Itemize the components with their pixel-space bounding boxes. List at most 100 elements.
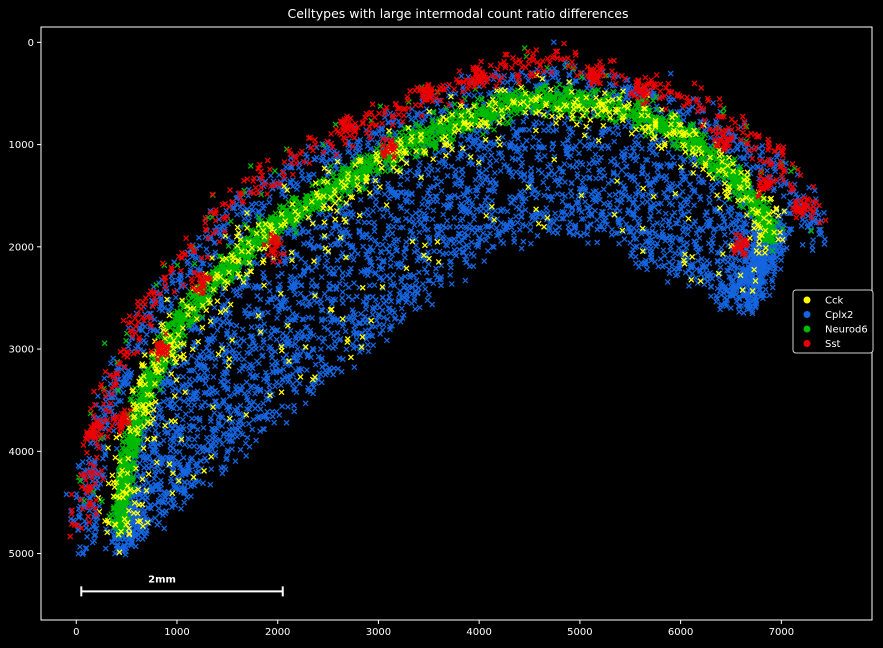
data-point (728, 229, 735, 236)
data-point (433, 265, 439, 272)
data-point (528, 165, 535, 172)
data-point (459, 171, 466, 178)
data-point (658, 173, 665, 180)
data-point (424, 297, 431, 304)
data-point (567, 188, 574, 194)
data-point (580, 174, 587, 181)
data-point (196, 443, 203, 450)
data-point (636, 215, 643, 222)
data-point (287, 273, 294, 280)
data-point (368, 262, 375, 269)
data-point (313, 299, 320, 306)
data-point (411, 248, 418, 255)
data-point (102, 545, 109, 552)
data-point (346, 269, 353, 276)
data-point (417, 221, 424, 227)
data-point (629, 144, 636, 151)
data-point (269, 413, 276, 420)
data-point (232, 458, 239, 465)
data-point (669, 154, 676, 161)
data-point (375, 313, 382, 320)
data-point (230, 287, 237, 294)
data-point (380, 213, 387, 220)
data-point (554, 230, 561, 237)
data-point (383, 337, 390, 344)
data-point (402, 215, 409, 222)
data-point (455, 194, 462, 201)
data-point (679, 188, 686, 195)
data-point (510, 119, 516, 126)
data-point (266, 280, 273, 286)
data-point (565, 224, 572, 230)
data-point (416, 229, 423, 236)
data-point (250, 416, 257, 423)
data-point (644, 157, 651, 164)
data-point (577, 138, 584, 145)
data-point (186, 376, 193, 383)
data-point (584, 231, 591, 238)
data-point (415, 269, 422, 276)
data-point (527, 240, 534, 247)
data-point (194, 449, 201, 456)
data-point (317, 346, 324, 352)
data-point (402, 273, 408, 280)
data-point (648, 139, 655, 146)
data-point (638, 145, 645, 152)
data-point (384, 316, 391, 323)
data-point (365, 219, 372, 226)
data-point (220, 376, 227, 383)
data-point (527, 220, 534, 227)
data-point (300, 348, 307, 355)
data-point (677, 236, 684, 243)
data-point (694, 257, 701, 264)
data-point (178, 362, 185, 369)
data-point (217, 436, 224, 443)
data-point (364, 315, 371, 322)
data-point (510, 229, 517, 236)
data-point (266, 287, 273, 294)
data-point (324, 295, 331, 302)
data-point (390, 223, 397, 230)
data-point (350, 345, 357, 352)
data-point (630, 148, 637, 155)
data-point (424, 204, 431, 211)
data-point (632, 196, 639, 203)
data-point (231, 391, 238, 398)
data-point (245, 282, 252, 289)
data-point (102, 526, 109, 532)
data-point (223, 417, 230, 424)
data-point (245, 389, 252, 396)
data-point (228, 321, 235, 328)
data-point (544, 185, 551, 192)
data-point (448, 163, 455, 170)
data-point (597, 197, 603, 203)
data-point (497, 168, 504, 174)
data-point (633, 236, 640, 243)
data-point (729, 219, 736, 226)
data-point (437, 276, 444, 283)
data-point (318, 317, 325, 324)
data-point (272, 383, 279, 390)
data-point (346, 233, 353, 240)
data-point (639, 200, 646, 206)
data-point (419, 201, 426, 208)
data-point (526, 126, 533, 133)
data-point (264, 309, 271, 316)
data-point (219, 441, 226, 448)
data-point (275, 262, 282, 269)
data-point (486, 158, 493, 165)
chart-title: Celltypes with large intermodal count ra… (288, 6, 629, 21)
data-point (384, 231, 391, 238)
data-point (176, 405, 183, 412)
data-point (593, 175, 599, 182)
data-point (243, 452, 250, 459)
data-point (504, 163, 511, 170)
data-point (438, 282, 445, 289)
data-point (292, 291, 299, 298)
data-point (219, 470, 226, 477)
data-point (686, 208, 692, 215)
data-point (224, 386, 231, 393)
data-point (438, 187, 445, 194)
data-point (210, 373, 217, 380)
data-point (397, 181, 404, 188)
